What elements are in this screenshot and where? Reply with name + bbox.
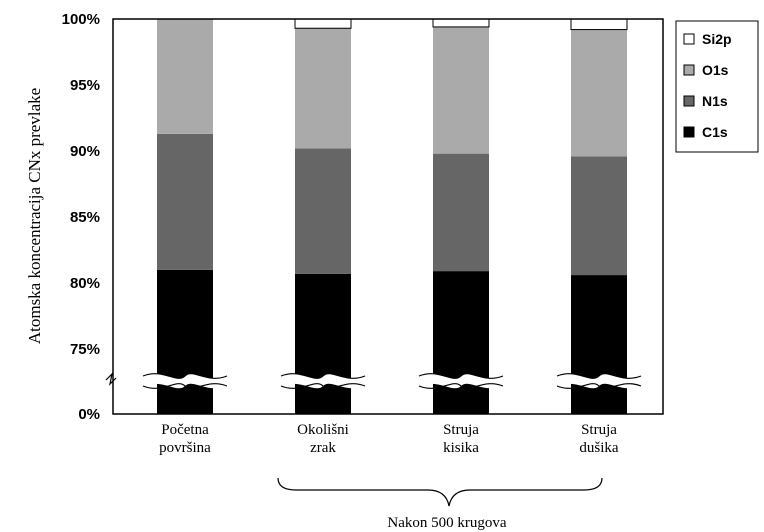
axis-break-line [142,383,228,389]
bar-segment-n1s [433,153,489,272]
brace-label: Nakon 500 krugova [387,515,506,531]
axis-break-line [280,383,366,389]
bar-segment-c1s [157,269,213,414]
bar-segment-o1s [433,26,489,154]
bar-segment-si2p [432,18,490,28]
legend-swatch-o1s [683,64,695,76]
axis-break-tick [105,372,117,386]
bar-segment-n1s [571,156,627,276]
axis-break-line [418,373,504,379]
axis-break-line [418,383,504,389]
axis-break-line [142,373,228,379]
axis-break-marks [105,372,642,389]
legend-label: N1s [702,93,728,109]
bar-segment-o1s [295,28,351,149]
legend-swatch-si2p [683,33,695,45]
legend-label: O1s [702,62,729,78]
legend-label: C1s [702,124,728,140]
y-tick-label: 0% [78,406,100,423]
x-axis-category-labels: Početna površina Okolišni zrak Struja kisika S… [159,422,619,456]
y-tick-label: 90% [70,143,100,160]
axis-break-line [556,373,642,379]
plot-frame [112,18,664,415]
group-brace [277,477,603,507]
bar-segment-si2p [294,18,352,29]
bar-segment-n1s [157,133,213,270]
legend: Si2p O1s N1s C1s [675,20,759,153]
axis-break-line [280,373,366,379]
bar-segment-c1s [295,273,351,414]
y-tick-label: 95% [70,77,100,94]
axis-break-line [556,383,642,389]
bar-segment-n1s [295,148,351,274]
bar-segment-o1s [157,19,213,134]
bar-segment-c1s [433,271,489,414]
y-tick-label: 80% [70,275,100,292]
y-tick-label: 85% [70,209,100,226]
x-tick-label: Struja dušika [579,422,619,456]
x-tick-label: Okolišni zrak [297,422,349,456]
bars-layer [157,18,628,414]
legend-swatch-c1s [683,126,695,138]
y-tick-label: 75% [70,341,100,358]
y-axis-label: Atomska koncentracija CNx prevlake [25,88,44,344]
x-tick-label: Početna površina [159,422,211,456]
legend-swatch-n1s [683,95,695,107]
y-tick-label: 100% [62,11,100,28]
bar-segment-si2p [570,18,628,31]
x-tick-label: Struja kisika [443,422,479,456]
legend-label: Si2p [702,31,732,47]
bar-segment-c1s [571,275,627,414]
bar-segment-o1s [571,29,627,157]
y-axis-ticks: 0% 75% 80% 85% 90% 95% 100% [62,11,100,423]
